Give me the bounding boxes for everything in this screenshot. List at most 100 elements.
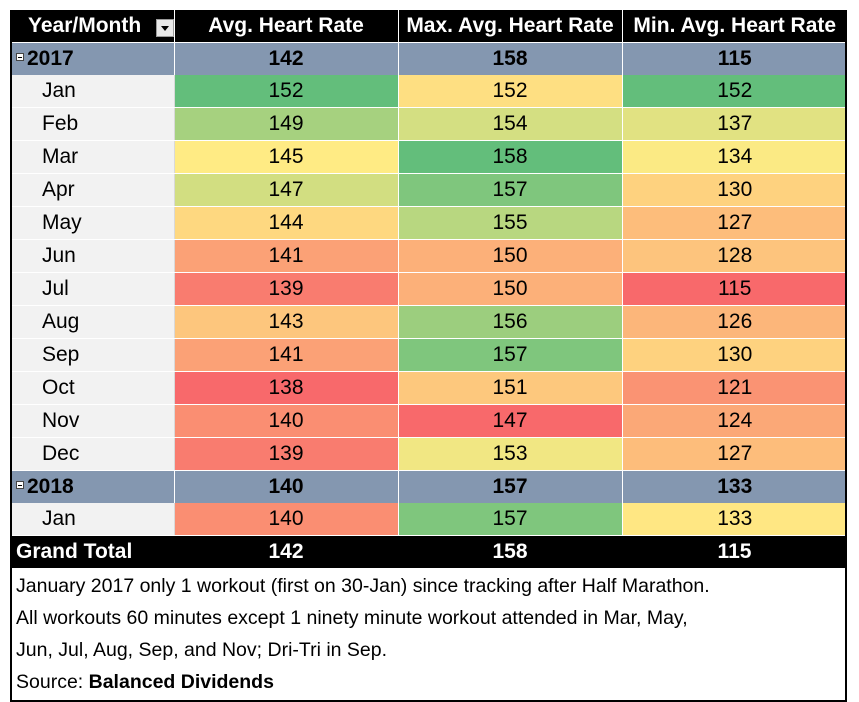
month-label: Jan [10, 75, 175, 108]
year-month-header: Year/Month [10, 10, 175, 43]
month-row: Jan 152 152 152 [10, 75, 847, 108]
month-max-cell: 157 [398, 338, 623, 372]
month-label: Mar [10, 140, 175, 174]
year-label-cell: 2017 [10, 42, 175, 75]
month-max-cell: 151 [398, 371, 623, 405]
source-line: Source: Balanced Dividends [16, 666, 841, 698]
note-line-2: All workouts 60 minutes except 1 ninety … [16, 607, 688, 629]
month-row: Jan 140 157 133 [10, 503, 847, 536]
month-min-cell: 124 [622, 404, 847, 438]
month-max-cell: 157 [398, 173, 623, 207]
month-label: Jul [10, 272, 175, 306]
min-avg-heart-rate-header: Min. Avg. Heart Rate [622, 10, 847, 43]
month-max-cell: 157 [398, 503, 623, 536]
month-max-cell: 150 [398, 272, 623, 306]
month-min-cell: 126 [622, 305, 847, 339]
month-avg-cell: 145 [174, 140, 399, 174]
month-min-cell: 127 [622, 437, 847, 471]
avg-heart-rate-header: Avg. Heart Rate [174, 10, 399, 43]
year-month-header-label: Year/Month [28, 14, 142, 37]
year-min-cell: 133 [622, 470, 847, 503]
month-min-cell: 130 [622, 173, 847, 207]
month-row: Dec 139 153 127 [10, 437, 847, 471]
year-label-cell: 2018 [10, 470, 175, 503]
month-row: Nov 140 147 124 [10, 404, 847, 438]
pivot-table: Year/Month Avg. Heart Rate Max. Avg. Hea… [10, 10, 847, 568]
month-avg-cell: 144 [174, 206, 399, 240]
month-max-cell: 147 [398, 404, 623, 438]
month-avg-cell: 139 [174, 272, 399, 306]
pivot-body: 2017 142 158 115 Jan 152 152 152 Feb 149 154 137 Mar… [10, 42, 847, 568]
month-row: Sep 141 157 130 [10, 338, 847, 372]
month-row: Jun 141 150 128 [10, 239, 847, 273]
notes-box: January 2017 only 1 workout (first on 30… [10, 568, 847, 702]
month-label: May [10, 206, 175, 240]
pivot-table-sheet: Year/Month Avg. Heart Rate Max. Avg. Hea… [10, 10, 847, 702]
month-label: Nov [10, 404, 175, 438]
month-label: Oct [10, 371, 175, 405]
year-min-cell: 115 [622, 42, 847, 75]
month-min-cell: 130 [622, 338, 847, 372]
max-avg-heart-rate-header: Max. Avg. Heart Rate [398, 10, 623, 43]
year-avg-cell: 142 [174, 42, 399, 75]
year-label: 2018 [27, 475, 74, 498]
month-avg-cell: 143 [174, 305, 399, 339]
month-min-cell: 127 [622, 206, 847, 240]
month-label: Feb [10, 107, 175, 141]
month-min-cell: 134 [622, 140, 847, 174]
year-row-2017[interactable]: 2017 142 158 115 [10, 42, 847, 75]
grand-total-max-cell: 158 [398, 535, 622, 568]
year-label: 2017 [27, 47, 74, 70]
collapse-minus-icon[interactable] [16, 53, 24, 62]
month-label: Apr [10, 173, 175, 207]
year-avg-cell: 140 [174, 470, 399, 503]
grand-total-min-cell: 115 [622, 535, 847, 568]
month-label: Jun [10, 239, 175, 273]
grand-total-row: Grand Total 142 158 115 [10, 535, 847, 568]
month-avg-cell: 141 [174, 239, 399, 273]
month-row: Oct 138 151 121 [10, 371, 847, 405]
month-row: Aug 143 156 126 [10, 305, 847, 339]
header-row: Year/Month Avg. Heart Rate Max. Avg. Hea… [10, 10, 847, 43]
month-min-cell: 137 [622, 107, 847, 141]
source-name: Balanced Dividends [88, 671, 274, 693]
grand-total-label: Grand Total [10, 535, 174, 568]
month-label: Dec [10, 437, 175, 471]
month-avg-cell: 138 [174, 371, 399, 405]
month-max-cell: 152 [398, 75, 623, 108]
collapse-minus-icon[interactable] [16, 481, 24, 490]
month-label: Aug [10, 305, 175, 339]
month-avg-cell: 140 [174, 404, 399, 438]
month-min-cell: 121 [622, 371, 847, 405]
month-avg-cell: 152 [174, 75, 399, 108]
month-avg-cell: 139 [174, 437, 399, 471]
year-row-2018[interactable]: 2018 140 157 133 [10, 470, 847, 503]
grand-total-avg-cell: 142 [174, 535, 398, 568]
month-max-cell: 150 [398, 239, 623, 273]
source-prefix: Source: [16, 671, 89, 693]
month-label: Jan [10, 503, 175, 536]
year-max-cell: 157 [398, 470, 623, 503]
month-row: Mar 145 158 134 [10, 140, 847, 174]
month-min-cell: 115 [622, 272, 847, 306]
month-avg-cell: 141 [174, 338, 399, 372]
month-max-cell: 155 [398, 206, 623, 240]
month-row: May 144 155 127 [10, 206, 847, 240]
filter-dropdown-icon[interactable] [155, 19, 173, 37]
month-max-cell: 156 [398, 305, 623, 339]
month-label: Sep [10, 338, 175, 372]
note-line-1: January 2017 only 1 workout (first on 30… [16, 575, 710, 597]
month-row: Feb 149 154 137 [10, 107, 847, 141]
month-row: Apr 147 157 130 [10, 173, 847, 207]
month-avg-cell: 147 [174, 173, 399, 207]
month-max-cell: 153 [398, 437, 623, 471]
note-line-3: Jun, Jul, Aug, Sep, and Nov; Dri-Tri in … [16, 639, 388, 661]
month-row: Jul 139 150 115 [10, 272, 847, 306]
month-avg-cell: 140 [174, 503, 399, 536]
month-max-cell: 154 [398, 107, 623, 141]
month-min-cell: 128 [622, 239, 847, 273]
month-max-cell: 158 [398, 140, 623, 174]
year-max-cell: 158 [398, 42, 623, 75]
month-avg-cell: 149 [174, 107, 399, 141]
month-min-cell: 152 [622, 75, 847, 108]
